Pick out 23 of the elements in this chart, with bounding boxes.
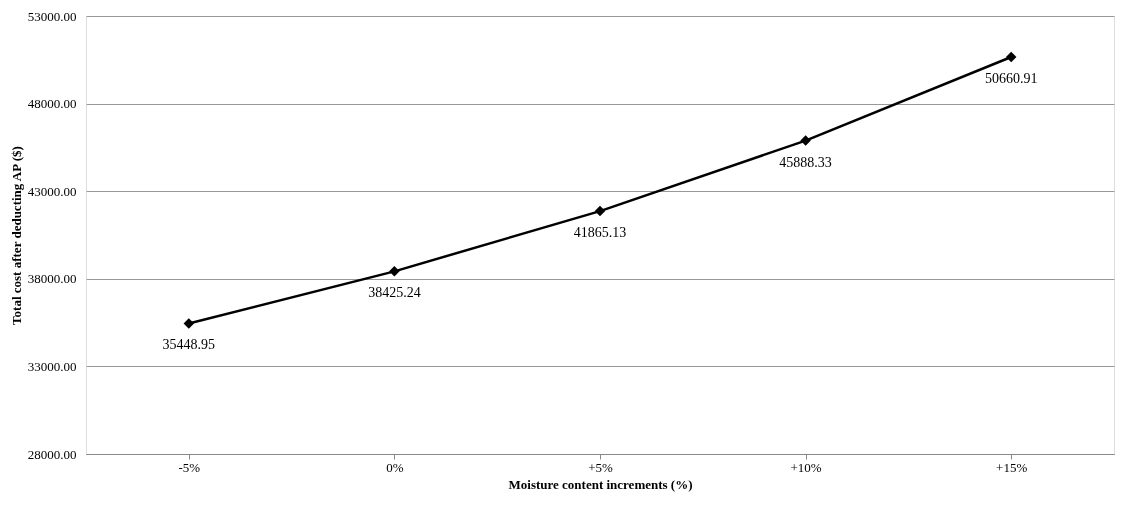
y-tick-label: 33000.00	[27, 358, 77, 374]
data-label: 35448.95	[162, 337, 216, 353]
y-tick-label: 38000.00	[27, 271, 77, 287]
x-tick-label: -5%	[178, 459, 201, 475]
x-tick-label: 0%	[386, 459, 404, 475]
point	[183, 318, 195, 329]
y-tick-label: 28000.00	[27, 446, 77, 462]
y-tick-label: 53000.00	[27, 8, 77, 24]
x-tick-label: +5%	[588, 459, 613, 475]
point	[1005, 51, 1017, 63]
data-label: 41865.13	[573, 225, 627, 241]
y-tick-label: 48000.00	[27, 96, 77, 112]
data-label: 50660.91	[984, 70, 1038, 86]
y-axis-title: Total cost after deducting AP ($)	[8, 146, 24, 325]
point	[800, 135, 811, 146]
point	[389, 266, 400, 277]
x-tick-label: +15%	[996, 459, 1028, 475]
x-tick-label: +10%	[790, 459, 822, 475]
y-tick-label: 43000.00	[27, 183, 77, 199]
data-label: 38425.24	[368, 285, 421, 301]
point	[594, 205, 606, 217]
data-label: 45888.33	[779, 154, 832, 170]
x-axis-title: Moisture content increments (%)	[508, 476, 693, 492]
